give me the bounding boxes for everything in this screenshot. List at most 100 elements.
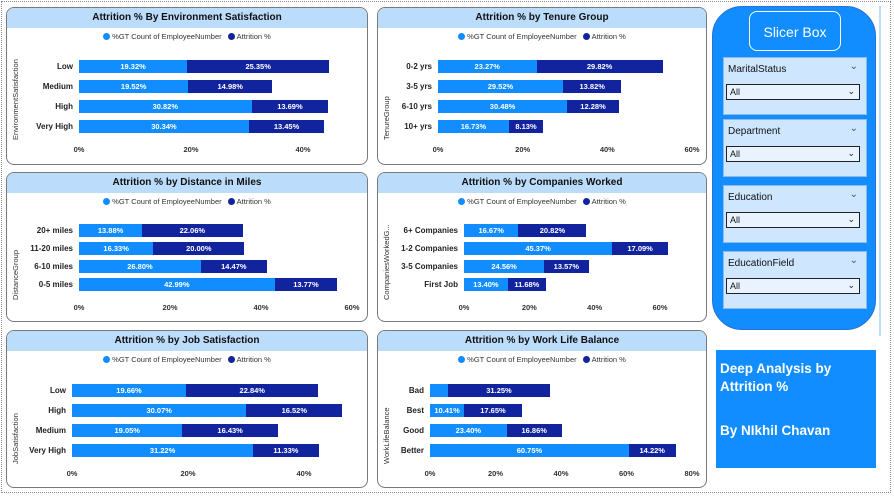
bar-attrition: 11.33% [253,444,319,457]
bar-attrition: 14.22% [628,444,676,457]
info-line: Deep Analysis by [720,361,832,376]
legend-dot-icon [103,33,111,40]
bar-gt-count: 19.52% [79,80,189,93]
slicer-value: All [730,281,741,291]
slicer-dropdown[interactable]: All ⌄ [726,278,860,294]
bar-attrition: 29.82% [536,60,663,73]
bar-attrition: 13.77% [274,278,338,291]
bar-gt-count [430,384,448,397]
chevron-down-icon[interactable]: ⌄ [849,255,858,266]
y-axis-label: TenureGroup [382,96,391,140]
category-label: 0-2 yrs [406,62,432,71]
slicer-dropdown[interactable]: All ⌄ [726,146,860,162]
bar-gt-count: 30.82% [79,100,252,113]
chevron-down-icon: ⌄ [847,280,855,290]
x-tick-label: 20% [180,469,196,478]
chart-legend: %GT Count of EmployeeNumber Attrition % [7,32,367,41]
x-tick-label: 0% [458,303,470,312]
chevron-down-icon: ⌄ [847,148,855,158]
slicer-education-field[interactable]: EducationField ⌄ All ⌄ [723,251,867,309]
legend-item-gt-count: %GT Count of EmployeeNumber [103,32,222,41]
chart-legend: %GT Count of EmployeeNumber Attrition % [378,32,706,41]
category-label: 3-5 Companies [401,262,458,271]
bar-gt-count: 16.67% [464,224,519,237]
bar-gt-count: 42.99% [79,278,275,291]
y-axis-label: WorkLifeBalance [382,407,391,464]
legend-label: Attrition % [591,355,626,364]
chart-distance-miles[interactable]: Attrition % by Distance in Miles %GT Coun… [6,172,368,322]
chevron-down-icon[interactable]: ⌄ [849,123,858,134]
category-label: 11-20 miles [30,244,73,253]
category-label: 10+ yrs [404,122,432,131]
category-label: Medium [35,426,66,435]
chevron-down-icon: ⌄ [847,86,855,96]
chart-title: Attrition % by Tenure Group [378,8,706,28]
x-tick-label: 80% [684,469,700,478]
legend-item-gt-count: %GT Count of EmployeeNumber [103,197,222,206]
legend-dot-icon [103,198,111,205]
category-label: Good [403,426,424,435]
legend-item-gt-count: %GT Count of EmployeeNumber [458,197,577,206]
slicer-department[interactable]: Department ⌄ All ⌄ [723,119,867,177]
bar-attrition: 14.98% [188,80,273,93]
chart-title: Attrition % By Environment Satisfaction [7,8,367,28]
chart-tenure-group[interactable]: Attrition % by Tenure Group %GT Count of … [377,7,707,165]
chevron-down-icon[interactable]: ⌄ [849,189,858,200]
bar-attrition: 16.86% [506,424,562,437]
legend-label: Attrition % [236,197,271,206]
category-label: 0-5 miles [38,280,73,289]
slicer-value: All [730,149,741,159]
slicer-dropdown[interactable]: All ⌄ [726,212,860,228]
legend-item-gt-count: %GT Count of EmployeeNumber [103,355,222,364]
bar-attrition: 11.68% [507,278,546,291]
category-label: Low [50,386,66,395]
slicer-value: All [730,215,741,225]
legend-dot-icon [582,198,590,205]
chart-work-life-balance[interactable]: Attrition % by Work Life Balance %GT Coun… [377,330,707,488]
slicer-box-title: Slicer Box [749,11,841,51]
chart-title: Attrition % by Work Life Balance [378,331,706,351]
x-tick-label: 0% [424,469,436,478]
category-label: Bad [408,386,424,395]
bar-gt-count: 26.80% [79,260,201,273]
legend-dot-icon [227,198,235,205]
legend-label: Attrition % [236,32,271,41]
chevron-down-icon[interactable]: ⌄ [849,61,858,72]
bar-gt-count: 19.66% [72,384,187,397]
legend-dot-icon [227,356,235,363]
bar-gt-count: 19.05% [72,424,183,437]
chart-job-satisfaction[interactable]: Attrition % by Job Satisfaction %GT Count… [6,330,368,488]
legend-item-attrition: Attrition % [582,355,626,364]
bar-gt-count: 13.88% [79,224,143,237]
category-label: Best [406,406,424,415]
bar-gt-count: 30.48% [438,100,568,113]
bar-attrition: 20.82% [518,224,587,237]
chart-title: Attrition % by Job Satisfaction [7,331,367,351]
slicer-dropdown[interactable]: All ⌄ [726,84,860,100]
chart-environment-satisfaction[interactable]: Attrition % By Environment Satisfaction%… [6,7,368,165]
legend-label: Attrition % [236,355,271,364]
legend-label: %GT Count of EmployeeNumber [467,197,577,206]
category-label: 6+ Companies [403,226,458,235]
legend-item-attrition: Attrition % [582,197,626,206]
category-label: First Job [424,280,458,289]
legend-label: %GT Count of EmployeeNumber [112,32,222,41]
chart-companies-worked[interactable]: Attrition % by Companies Worked %GT Count… [377,172,707,322]
slicer-education[interactable]: Education ⌄ All ⌄ [723,185,867,243]
legend-item-gt-count: %GT Count of EmployeeNumber [458,355,577,364]
bar-attrition: 13.69% [251,100,329,113]
bar-attrition: 17.65% [464,404,522,417]
category-label: Very High [36,122,73,131]
legend-label: %GT Count of EmployeeNumber [112,197,222,206]
bar-attrition: 8.13% [508,120,544,133]
bar-gt-count: 23.40% [430,424,507,437]
x-tick-label: 0% [73,303,85,312]
category-label: 1-2 Companies [401,244,458,253]
slicer-marital-status[interactable]: MaritalStatus ⌄ All ⌄ [723,57,867,115]
bar-gt-count: 13.40% [464,278,508,291]
bar-attrition: 31.25% [447,384,551,397]
x-tick-label: 40% [295,145,311,154]
y-axis-label: CompaniesWorkedG... [382,224,391,300]
x-tick-label: 20% [521,303,537,312]
bar-attrition: 14.47% [200,260,267,273]
